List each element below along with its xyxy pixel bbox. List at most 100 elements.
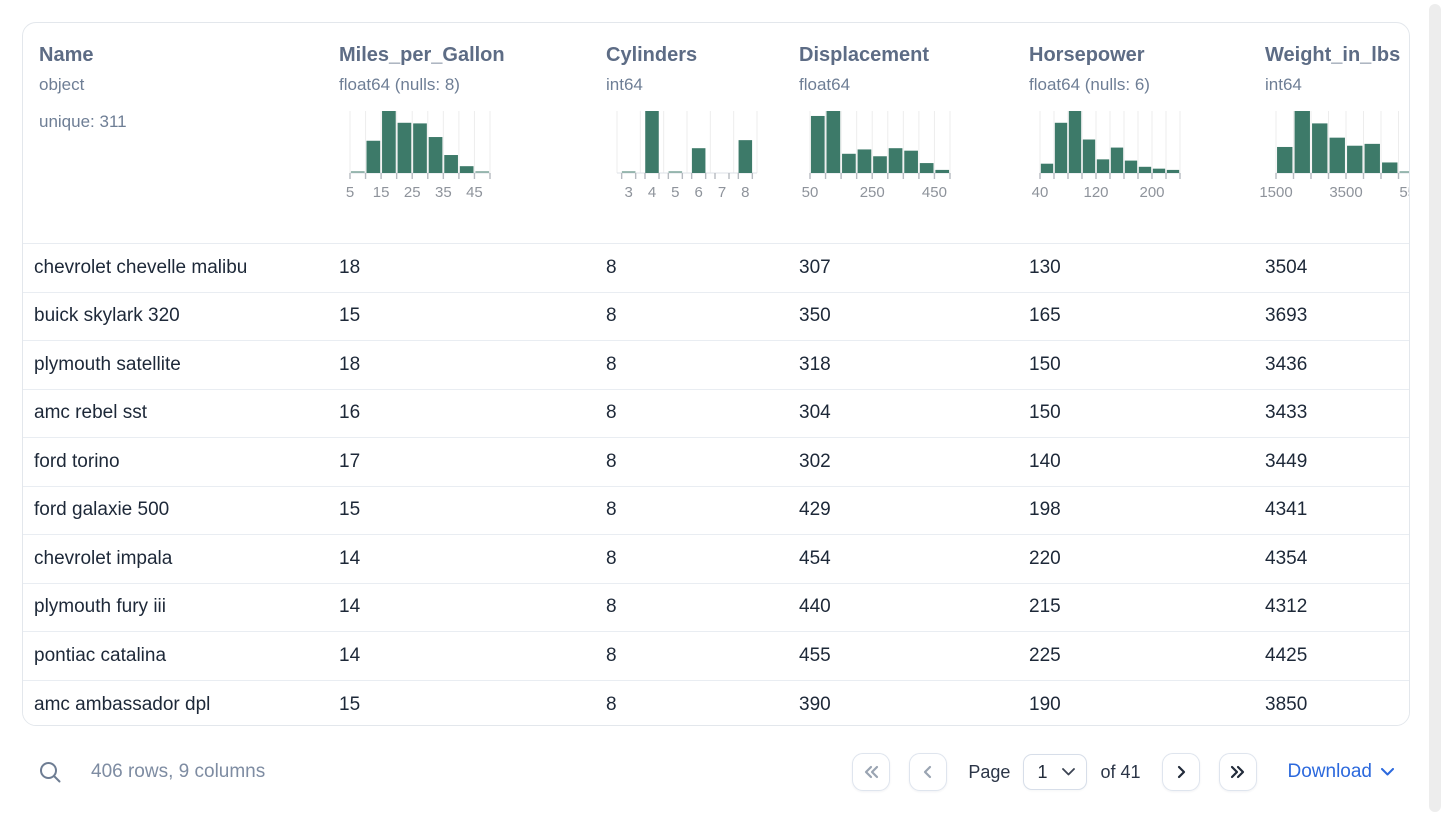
- table-cell: 8: [606, 256, 617, 278]
- chevron-down-icon: [1062, 768, 1076, 776]
- search-icon: [40, 761, 61, 782]
- table-cell: 140: [1029, 450, 1061, 472]
- svg-text:5: 5: [671, 184, 679, 201]
- table-cell: 3449: [1265, 450, 1308, 472]
- column-dtype: int64: [606, 75, 643, 94]
- table-cell: chevrolet impala: [34, 547, 173, 569]
- table-cell: 8: [606, 450, 617, 472]
- table-cell: 8: [606, 693, 617, 715]
- page-of-label: of 41: [1100, 761, 1141, 782]
- table-cell: 307: [799, 256, 831, 278]
- table-row: plymouth satellite 18 8 318 150 3436: [23, 341, 1409, 390]
- chevron-right-icon: [1177, 765, 1185, 779]
- last-page-button[interactable]: [1218, 753, 1257, 791]
- table-cell: 8: [606, 402, 617, 424]
- column-name: Name: [39, 44, 94, 66]
- table-cell: 3433: [1265, 402, 1308, 424]
- table-cell: 225: [1029, 644, 1061, 666]
- prev-page-button[interactable]: [909, 753, 948, 791]
- table-cell: 14: [339, 596, 361, 618]
- first-page-button[interactable]: [852, 753, 891, 791]
- table-cell: 215: [1029, 596, 1061, 618]
- page-select[interactable]: 1: [1023, 754, 1088, 790]
- table-cell: buick skylark 320: [34, 305, 180, 327]
- table-cell: 3693: [1265, 305, 1308, 327]
- table-cell: 15: [339, 499, 361, 521]
- page-label: Page: [968, 761, 1011, 782]
- table-cell: 15: [339, 693, 361, 715]
- table-row: ford galaxie 500 15 8 429 198 4341: [23, 486, 1409, 535]
- table-cell: 3850: [1265, 693, 1308, 715]
- table-cell: ford torino: [34, 450, 120, 472]
- table-cell: 4425: [1265, 644, 1308, 666]
- histogram: 50 250 450: [802, 111, 951, 201]
- table-cell: 130: [1029, 256, 1061, 278]
- chevron-down-icon: [1381, 768, 1394, 776]
- table-cell: 18: [339, 353, 361, 375]
- table-cell: chevrolet chevelle malibu: [34, 256, 248, 278]
- chevrons-left-icon: [865, 765, 879, 779]
- table-row: chevrolet impala 14 8 454 220 4354: [23, 535, 1409, 584]
- table-cell: 8: [606, 596, 617, 618]
- svg-text:3: 3: [624, 184, 632, 201]
- table-row: chevrolet chevelle malibu 18 8 307 130 3504: [23, 244, 1409, 293]
- table-cell: 8: [606, 499, 617, 521]
- table-row: plymouth fury iii 14 8 440 215 4312: [23, 583, 1409, 632]
- table-cell: 17: [339, 450, 361, 472]
- table-row: amc rebel sst 16 8 304 150 3433: [23, 389, 1409, 438]
- column-dtype: float64 (nulls: 8): [339, 75, 460, 94]
- column-header-name: Name object unique: 311: [23, 23, 339, 243]
- column-name: Displacement: [799, 44, 930, 66]
- table-cell: 150: [1029, 402, 1061, 424]
- table-cell: 14: [339, 644, 361, 666]
- table-cell: 8: [606, 547, 617, 569]
- table-cell: 4341: [1265, 499, 1308, 521]
- svg-text:120: 120: [1083, 184, 1108, 201]
- svg-text:3500: 3500: [1329, 184, 1362, 201]
- svg-text:6: 6: [694, 184, 702, 201]
- column-unique-count: unique: 311: [39, 112, 127, 131]
- search-button[interactable]: [38, 760, 63, 785]
- table-body: chevrolet chevelle malibu 18 8 307 130 3504 bu…: [23, 244, 1409, 725]
- table-cell: 15: [339, 305, 361, 327]
- table-cell: 190: [1029, 693, 1061, 715]
- table-cell: amc rebel sst: [34, 402, 147, 424]
- footer-left: 406 rows, 9 columns: [38, 760, 265, 785]
- column-header-weight_in_lbs: Weight_in_lbs int64 1500 3500 5500: [1259, 23, 1410, 243]
- table-cell: plymouth satellite: [34, 353, 181, 375]
- svg-text:40: 40: [1032, 184, 1049, 201]
- table-cell: pontiac catalina: [34, 644, 167, 666]
- table-footer: 406 rows, 9 columns Page 1 of: [38, 728, 1394, 816]
- table-cell: 440: [799, 596, 831, 618]
- svg-text:8: 8: [741, 184, 749, 201]
- next-page-button[interactable]: [1161, 753, 1200, 791]
- row-count-summary: 406 rows, 9 columns: [91, 761, 266, 782]
- vertical-scrollbar[interactable]: [1429, 4, 1441, 812]
- table-cell: 8: [606, 305, 617, 327]
- column-dtype: object: [39, 75, 85, 94]
- svg-text:200: 200: [1139, 184, 1164, 201]
- data-table-card: Name object unique: 311 Miles_per_Gallon flo…: [22, 22, 1410, 726]
- table-cell: 390: [799, 693, 831, 715]
- footer-right: Page 1 of 41 Download: [852, 753, 1394, 791]
- table-cell: 3504: [1265, 256, 1308, 278]
- svg-text:25: 25: [404, 184, 421, 201]
- histogram: 1500 3500 5500: [1259, 111, 1410, 201]
- table-cell: 165: [1029, 305, 1061, 327]
- table-cell: 8: [606, 353, 617, 375]
- table-cell: 18: [339, 256, 361, 278]
- svg-text:50: 50: [802, 184, 819, 201]
- column-header-horsepower: Horsepower float64 (nulls: 6) 40 120 200: [1029, 23, 1265, 243]
- table-cell: 8: [606, 644, 617, 666]
- download-button[interactable]: Download: [1288, 761, 1394, 783]
- table-cell: 198: [1029, 499, 1061, 521]
- table-cell: plymouth fury iii: [34, 596, 166, 618]
- column-name: Horsepower: [1029, 44, 1145, 66]
- table-cell: 304: [799, 402, 831, 424]
- page-select-value: 1: [1037, 761, 1048, 782]
- column-name: Weight_in_lbs: [1265, 44, 1401, 66]
- svg-text:5500: 5500: [1399, 184, 1410, 201]
- table-cell: 318: [799, 353, 831, 375]
- column-header-cylinders: Cylinders int64 3 4 5 6 7 8: [606, 23, 799, 243]
